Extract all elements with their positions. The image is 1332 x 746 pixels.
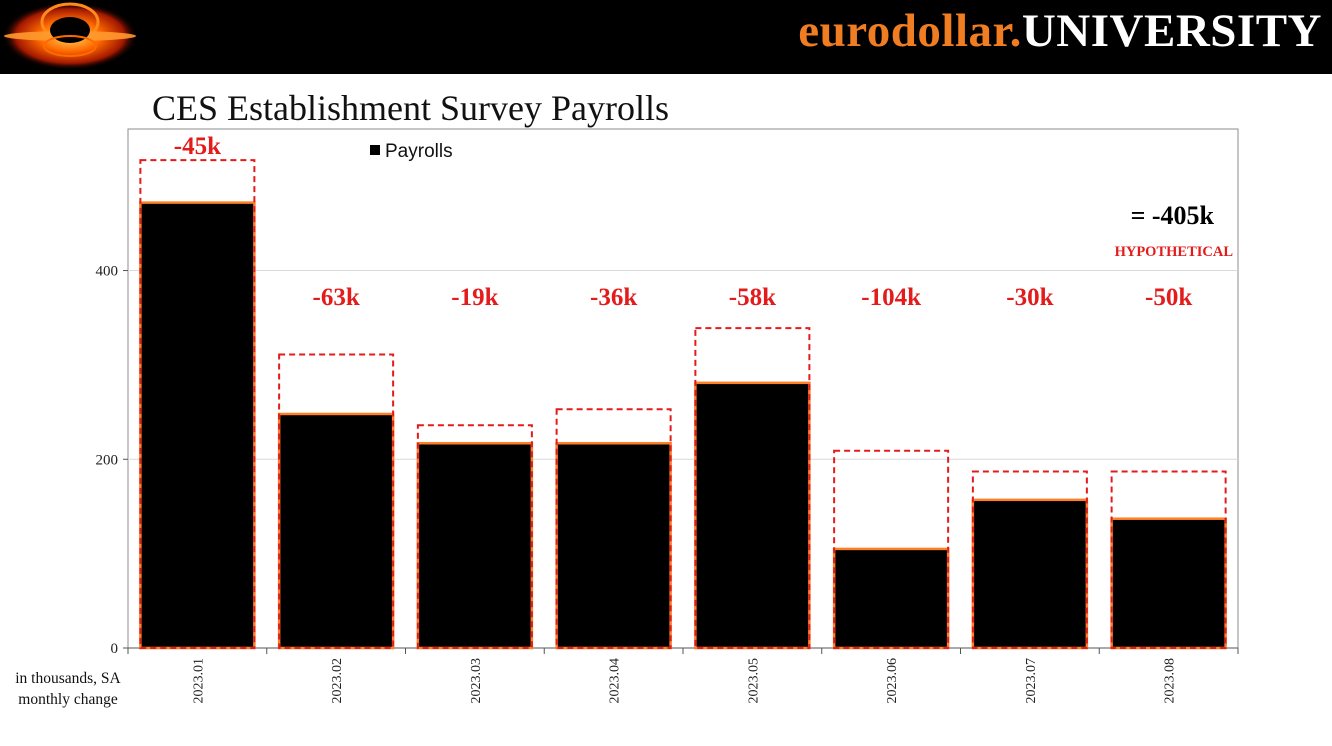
revision-label: -19k [451, 284, 498, 311]
total-revision: = -405k [1131, 201, 1215, 230]
bar [416, 441, 534, 650]
x-tick-label: 2023.07 [1024, 658, 1039, 704]
legend-label: Payrolls [385, 141, 453, 162]
revision-label: -36k [590, 284, 637, 311]
unit-note-line2: monthly change [18, 691, 118, 708]
bar [139, 201, 256, 650]
bar [555, 441, 672, 650]
logo [0, 0, 142, 74]
brand-wordmark-part2: UNIVERSITY [1021, 5, 1322, 57]
x-tick-label: 2023.08 [1163, 658, 1178, 704]
chart-title: CES Establishment Survey Payrolls [152, 88, 669, 128]
original-bar-outline [278, 353, 395, 649]
original-bar-outline [1110, 470, 1227, 650]
original-bar-outline [971, 470, 1088, 650]
unit-note: in thousands, SA monthly change [2, 668, 134, 710]
revision-label: -63k [313, 284, 360, 311]
original-bar-outline [416, 424, 533, 649]
hypothetical-note: HYPOTHETICAL [1115, 244, 1234, 260]
revision-label: -58k [729, 284, 776, 311]
revision-label: -104k [861, 284, 921, 311]
brand-wordmark-part1: eurodollar. [798, 5, 1022, 57]
unit-note-line1: in thousands, SA [15, 670, 121, 687]
revision-label: -45k [174, 133, 221, 160]
x-tick-label: 2023.03 [469, 658, 484, 704]
original-bar-outline [833, 449, 950, 649]
x-tick-label: 2023.01 [191, 658, 206, 704]
y-tick-label: 200 [96, 452, 119, 468]
x-tick-label: 2023.06 [885, 658, 900, 704]
bar [277, 412, 395, 650]
bar [832, 547, 950, 650]
bar [971, 498, 1089, 650]
x-tick-label: 2023.02 [330, 658, 345, 704]
revision-label: -50k [1145, 284, 1192, 311]
header-banner: eurodollar.UNIVERSITY [0, 0, 1332, 74]
original-bar-outline [694, 327, 811, 649]
brand-wordmark: eurodollar.UNIVERSITY [798, 4, 1322, 58]
revision-label: -30k [1006, 284, 1053, 311]
x-tick-label: 2023.04 [608, 658, 623, 704]
original-bar-outline [555, 408, 672, 650]
y-tick-label: 400 [96, 264, 119, 280]
y-tick-label: 0 [111, 641, 119, 657]
bar [694, 381, 811, 650]
bar [1110, 517, 1227, 650]
x-tick-label: 2023.05 [746, 658, 761, 704]
legend-swatch [370, 145, 380, 155]
